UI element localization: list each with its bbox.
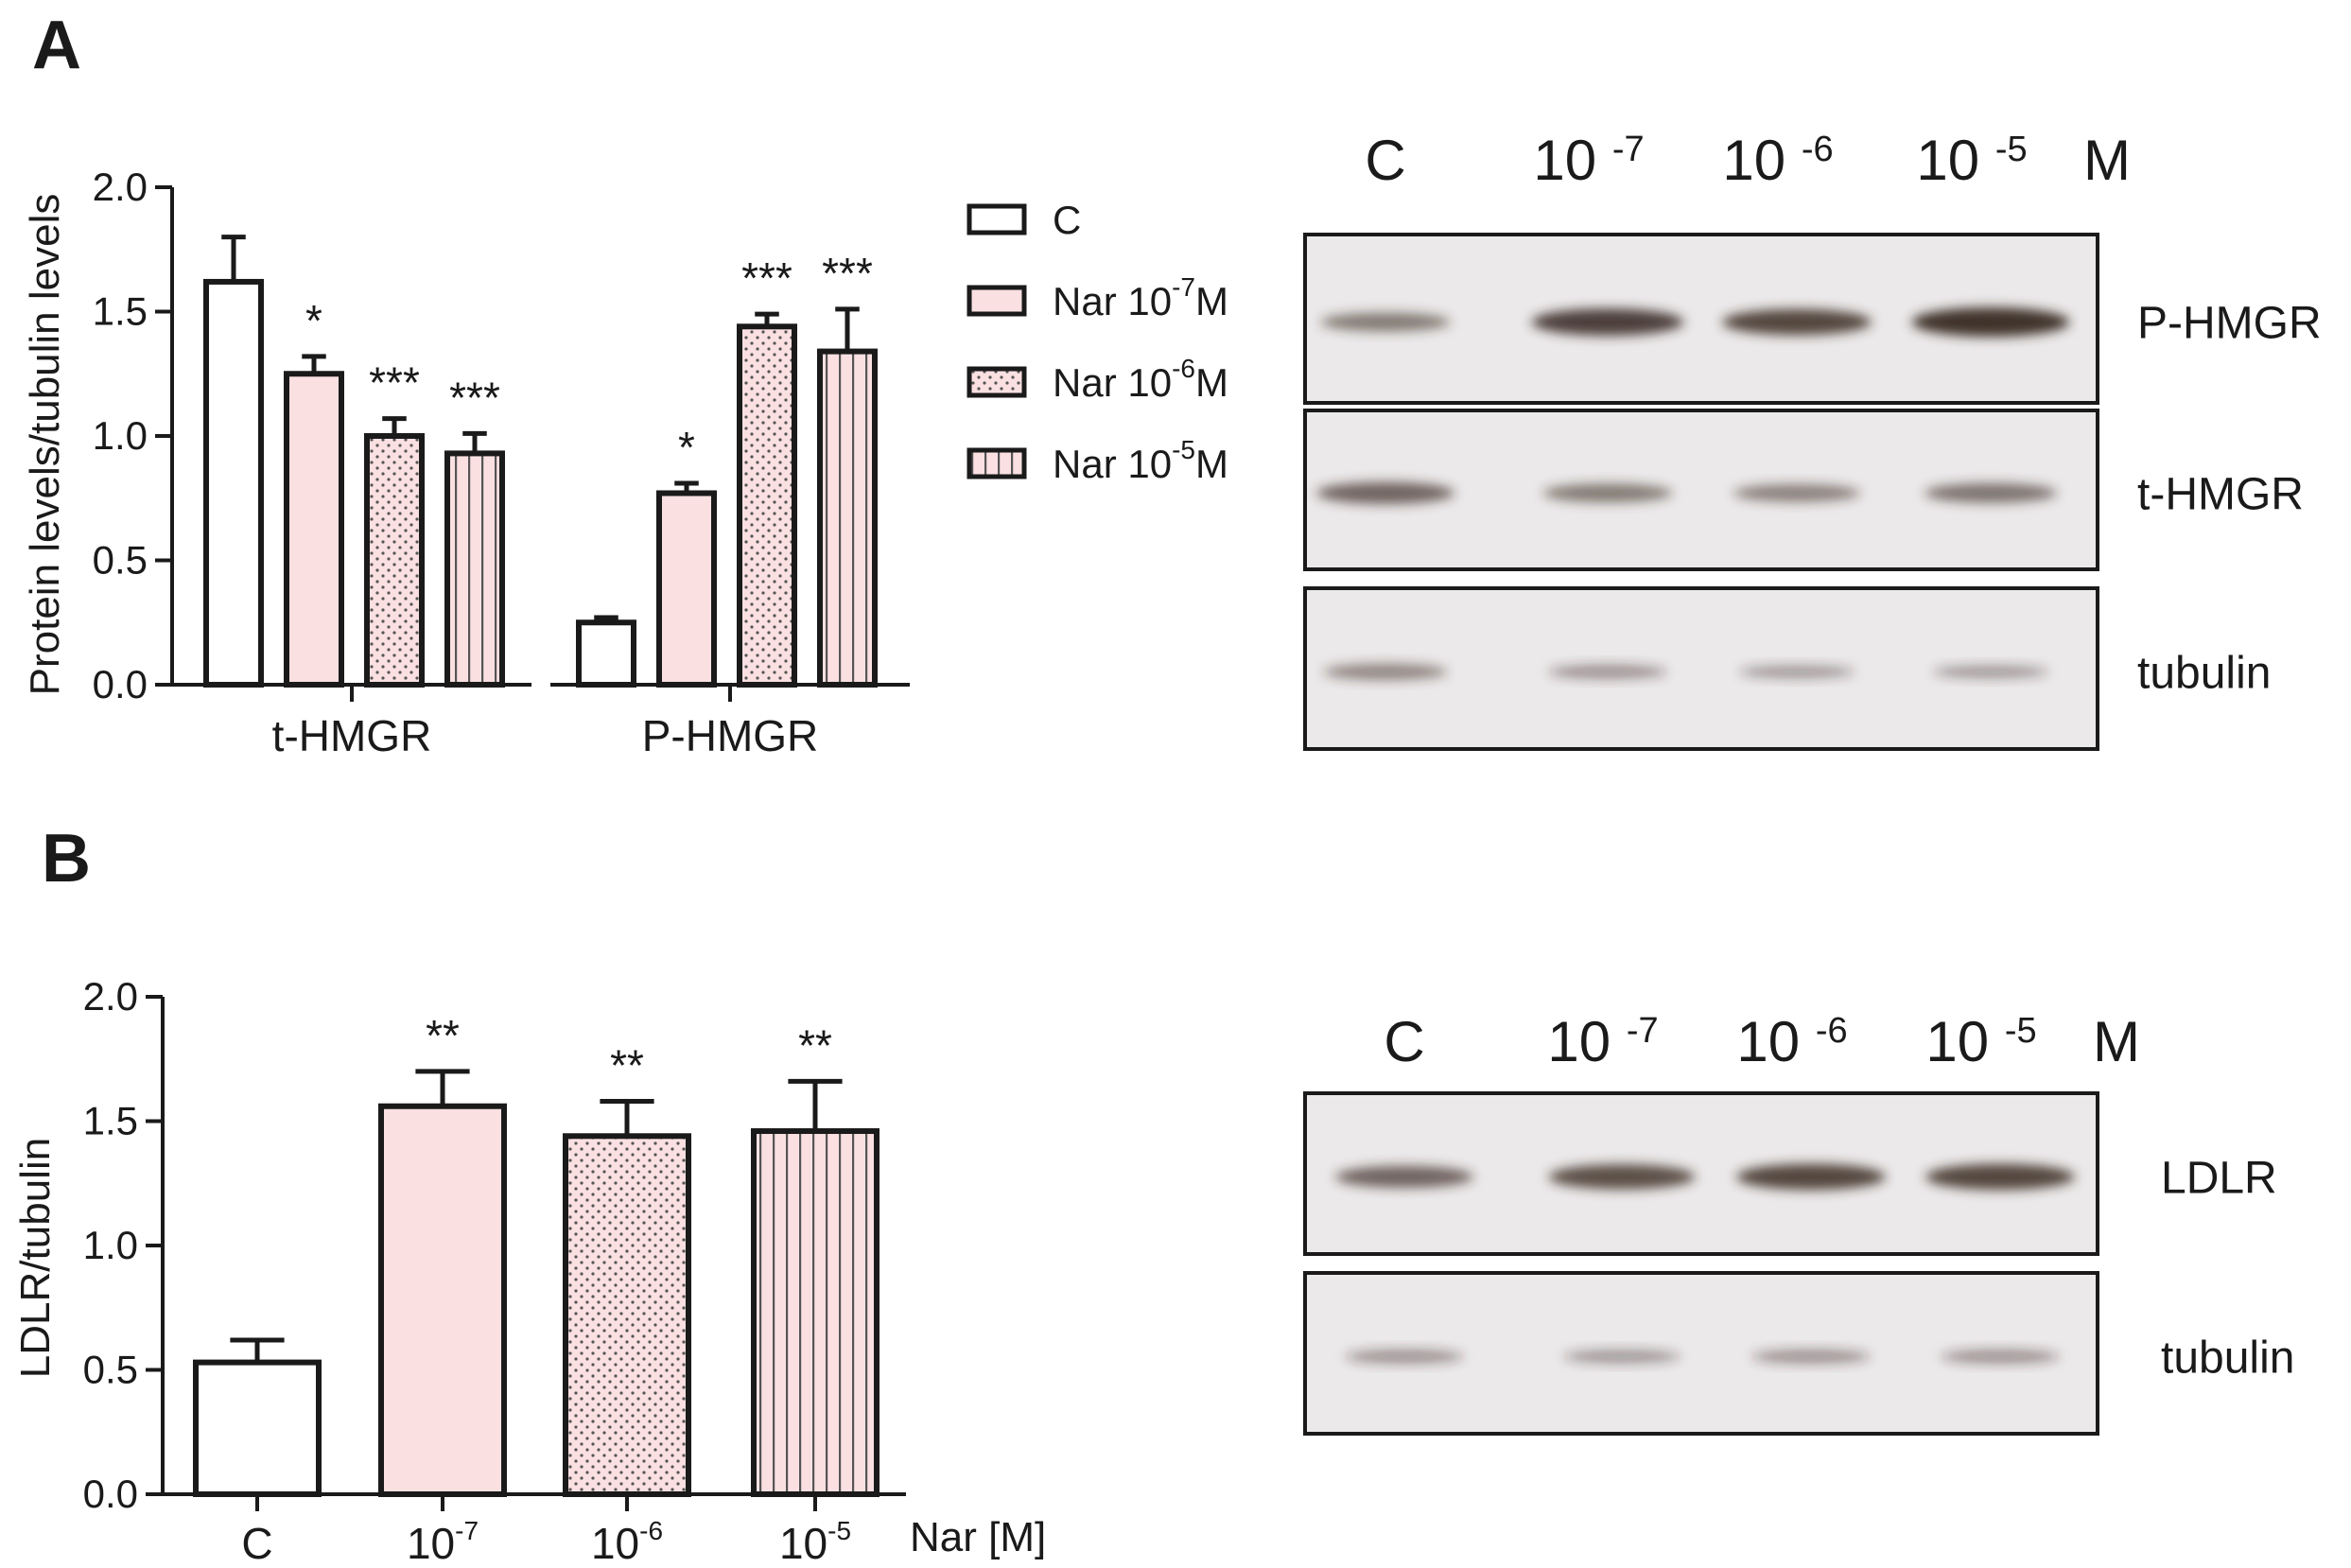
blot-a: C 10 -7 10 -6 10 -5 M P-HMGR t-HMGR tubulin — [1303, 129, 2322, 751]
blot-a-band — [1320, 312, 1451, 332]
chart-a-bar — [656, 490, 717, 688]
chart-b-ytick-label: 0.5 — [83, 1348, 138, 1392]
blot-a-unit-label: M — [2083, 129, 2131, 192]
chart-a-ylabel: Protein levels/tubulin levels — [22, 194, 68, 696]
chart-b-bar — [193, 1359, 322, 1497]
blot-b-band — [1563, 1349, 1681, 1364]
blot-a-band — [1531, 308, 1684, 336]
blot-b-band — [1548, 1164, 1696, 1190]
chart-a-significance: *** — [741, 253, 792, 303]
chart-b-ytick-label: 1.5 — [83, 1099, 138, 1143]
chart-b-ylabel: LDLR/tubulin — [12, 1138, 59, 1378]
chart-a-category-label: t-HMGR — [272, 711, 432, 760]
chart-a-significance: *** — [369, 358, 420, 408]
chart-b-category-label: 10-5 — [779, 1516, 851, 1568]
chart-a-significance: *** — [449, 373, 500, 422]
chart-b-category-label: C — [241, 1519, 272, 1568]
chart-a-ytick-label: 0.0 — [93, 662, 148, 706]
legend-label: C — [1053, 198, 1081, 242]
blot-a-band — [1722, 308, 1872, 336]
legend-label: Nar 10-7M — [1053, 272, 1228, 323]
legend-label: Nar 10-6M — [1053, 354, 1228, 405]
blot-a-lane-label: C — [1365, 129, 1405, 192]
chart-b-ytick-label: 1.0 — [83, 1223, 138, 1267]
blot-a-row-label: t-HMGR — [2137, 469, 2304, 519]
legend-swatch — [967, 366, 1027, 398]
chart-b-bar — [378, 1103, 507, 1497]
blot-a-band — [1542, 483, 1673, 503]
blot-b-lane-label: 10 -7 — [1547, 1010, 1658, 1073]
chart-b-category-label: 10-7 — [407, 1516, 479, 1568]
blot-a-band — [1911, 307, 2070, 338]
blot-b-row-label: LDLR — [2161, 1153, 2277, 1203]
chart-b-ytick-label: 0.0 — [83, 1472, 138, 1516]
chart-a-significance: *** — [822, 249, 873, 298]
chart-a-bar — [203, 278, 264, 688]
blot-a-band — [1316, 481, 1454, 504]
chart-a-significance: * — [678, 423, 695, 472]
chart-a-bar — [817, 348, 878, 688]
chart-b-xlabel: Nar [M] — [910, 1514, 1046, 1560]
blot-a-lane-label: 10 -7 — [1533, 129, 1644, 192]
blot-b-row-label: tubulin — [2161, 1333, 2294, 1383]
blot-b-lane-label: 10 -5 — [1925, 1010, 2036, 1073]
legend-label: Nar 10-5M — [1053, 435, 1228, 486]
chart-a-bar — [576, 619, 636, 688]
chart-b-ytick-label: 2.0 — [83, 974, 138, 1019]
chart-a-bar — [284, 371, 344, 688]
blot-a-band — [1733, 483, 1860, 502]
chart-a-significance: * — [305, 296, 322, 345]
chart-a-bar — [444, 450, 505, 688]
blot-b-unit-label: M — [2093, 1010, 2140, 1073]
chart-b-bar — [751, 1128, 879, 1498]
chart-a-category-label: P-HMGR — [642, 711, 819, 760]
blot-a-lane-label: 10 -5 — [1916, 129, 2027, 192]
blot-b-band — [1941, 1349, 2060, 1365]
blot-b-lane-label: C — [1384, 1010, 1424, 1073]
blot-a-row-label: tubulin — [2137, 648, 2271, 698]
panel-letter-a: A — [32, 8, 81, 83]
chart-a: 0.00.51.01.52.0t-HMGR**** ***P-HMGR**** **… — [93, 165, 910, 760]
blot-a-band — [1323, 663, 1448, 681]
blot-a-band — [1933, 665, 2048, 679]
blot-b-band — [1925, 1163, 2075, 1191]
chart-b-significance: ** — [798, 1020, 832, 1070]
blot-a-row-label: P-HMGR — [2137, 299, 2322, 349]
chart-b-category-label: 10-6 — [591, 1516, 663, 1568]
legend-swatch — [967, 447, 1027, 479]
blot-a-band — [1924, 482, 2057, 503]
chart-a-bar — [364, 433, 425, 688]
blot-b-band — [1751, 1349, 1871, 1365]
legend-swatch — [967, 285, 1027, 317]
blot-b-lane-label: 10 -6 — [1736, 1010, 1847, 1073]
blot-b: C 10 -7 10 -6 10 -5 M LDLR tubulin — [1303, 1010, 2294, 1436]
chart-b-significance: ** — [610, 1040, 644, 1089]
blot-b-band — [1736, 1163, 1886, 1191]
chart-a-legend: C Nar 10-7M Nar 10-6M Nar 10-5M — [967, 198, 1228, 486]
blot-a-band — [1739, 665, 1855, 679]
chart-b-significance: ** — [426, 1011, 460, 1060]
chart-a-ytick-label: 1.5 — [93, 289, 148, 334]
blot-b-band — [1345, 1349, 1464, 1365]
legend-swatch — [967, 203, 1027, 235]
panel-letter-b: B — [42, 821, 91, 897]
chart-b-bar — [563, 1133, 691, 1498]
blot-a-lane-label: 10 -6 — [1722, 129, 1833, 192]
chart-a-bar — [737, 323, 797, 688]
blot-a-band — [1548, 664, 1667, 680]
blot-b-band — [1335, 1165, 1473, 1188]
chart-a-ytick-label: 1.0 — [93, 413, 148, 458]
chart-b: 0.0 0.5 1.0 1.5 2.0 C ** 10-7 ** 10-6 ** 10-5 — [83, 974, 906, 1568]
chart-a-ytick-label: 2.0 — [93, 165, 148, 209]
chart-a-ytick-label: 0.5 — [93, 538, 148, 583]
